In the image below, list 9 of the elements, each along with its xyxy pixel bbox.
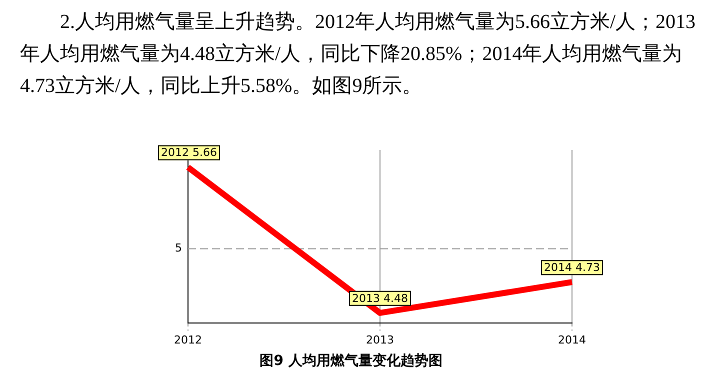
text: 2.人均用燃气量呈上升趋势。2012年人均用燃气量为5.66立方米/人；2013年人均用燃气量为4.48立方米/人，同比下降20.85%；2014年人均用燃气量为4.73立方米/人，同比上升5.58%。如图9所示。 [20, 10, 697, 99]
data-label: 2012 5.66 [161, 146, 217, 160]
text: 图9 人均用燃气量变化趋势图 [258, 352, 444, 370]
data-label: 2013 4.48 [352, 292, 408, 305]
x-tick-label: 2013 [366, 333, 394, 346]
ref-line-label: 5 [175, 242, 182, 255]
x-tick-label: 2012 [174, 333, 202, 346]
x-tick-label: 2014 [558, 333, 586, 346]
data-label: 2014 4.73 [544, 260, 600, 274]
